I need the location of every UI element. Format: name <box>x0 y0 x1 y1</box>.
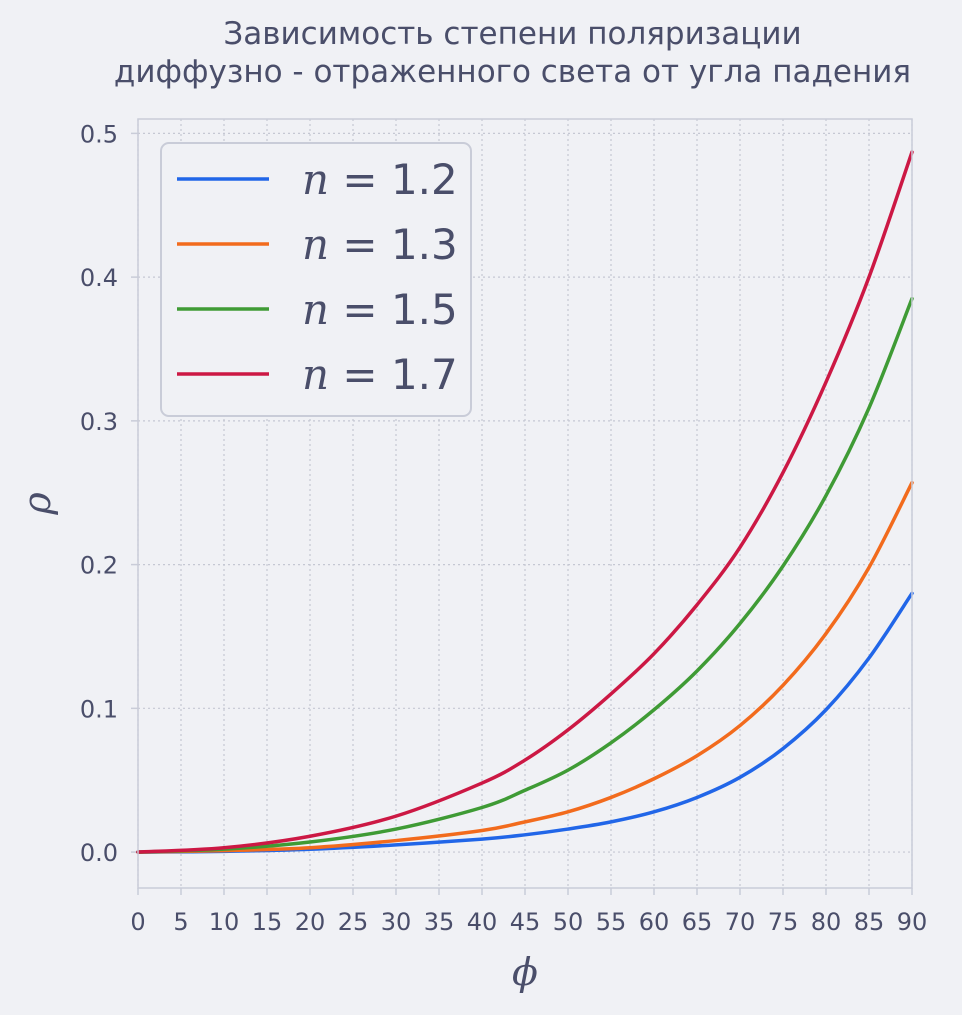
y-axis-label: ρ <box>15 492 59 516</box>
x-tick-label: 40 <box>467 908 498 936</box>
chart-title-line1: Зависимость степени поляризации <box>223 16 802 52</box>
grid <box>137 119 913 888</box>
plot-frame <box>137 118 913 889</box>
legend-label: n = 1.3 <box>302 220 458 269</box>
legend-label: n = 1.7 <box>302 350 458 399</box>
x-tick-label: 90 <box>897 908 928 936</box>
x-tick-label: 45 <box>510 908 541 936</box>
y-tick-label: 0.0 <box>80 839 118 867</box>
x-tick-label: 55 <box>596 908 627 936</box>
x-axis-ticks: 0 5 10 15 20 25 30 35 40 45 50 55 60 65 70 75 80 85 90 <box>130 888 927 936</box>
x-tick-label: 15 <box>252 908 283 936</box>
x-tick-label: 35 <box>424 908 455 936</box>
x-tick-label: 20 <box>295 908 326 936</box>
x-tick-label: 50 <box>553 908 584 936</box>
x-tick-label: 10 <box>209 908 240 936</box>
x-tick-label: 65 <box>682 908 713 936</box>
y-tick-label: 0.1 <box>80 695 118 723</box>
x-tick-label: 85 <box>854 908 885 936</box>
x-tick-label: 60 <box>639 908 670 936</box>
legend-label: n = 1.2 <box>302 155 458 204</box>
legend-label: n = 1.5 <box>302 285 458 334</box>
y-tick-label: 0.4 <box>80 264 118 292</box>
y-axis-ticks: 0.0 0.1 0.2 0.3 0.4 0.5 <box>80 120 138 867</box>
x-tick-label: 75 <box>768 908 799 936</box>
y-tick-label: 0.3 <box>80 408 118 436</box>
series-line-3 <box>136 296 914 854</box>
x-tick-label: 30 <box>381 908 412 936</box>
chart-title-line2: диффузно - отраженного света от угла пад… <box>113 54 912 90</box>
series-line-2 <box>136 480 914 854</box>
x-tick-label: 5 <box>173 908 188 936</box>
series-lines <box>136 150 914 854</box>
x-tick-label: 70 <box>725 908 756 936</box>
legend: n = 1.2 n = 1.3 n = 1.5 n = 1.7 <box>160 142 472 417</box>
x-axis-label: ϕ <box>512 950 538 994</box>
x-tick-label: 0 <box>130 908 145 936</box>
series-line-4 <box>136 150 914 854</box>
legend-box <box>160 142 472 417</box>
y-tick-label: 0.2 <box>80 552 118 580</box>
x-tick-label: 80 <box>811 908 842 936</box>
x-tick-label: 25 <box>338 908 369 936</box>
y-tick-label: 0.5 <box>80 120 118 148</box>
